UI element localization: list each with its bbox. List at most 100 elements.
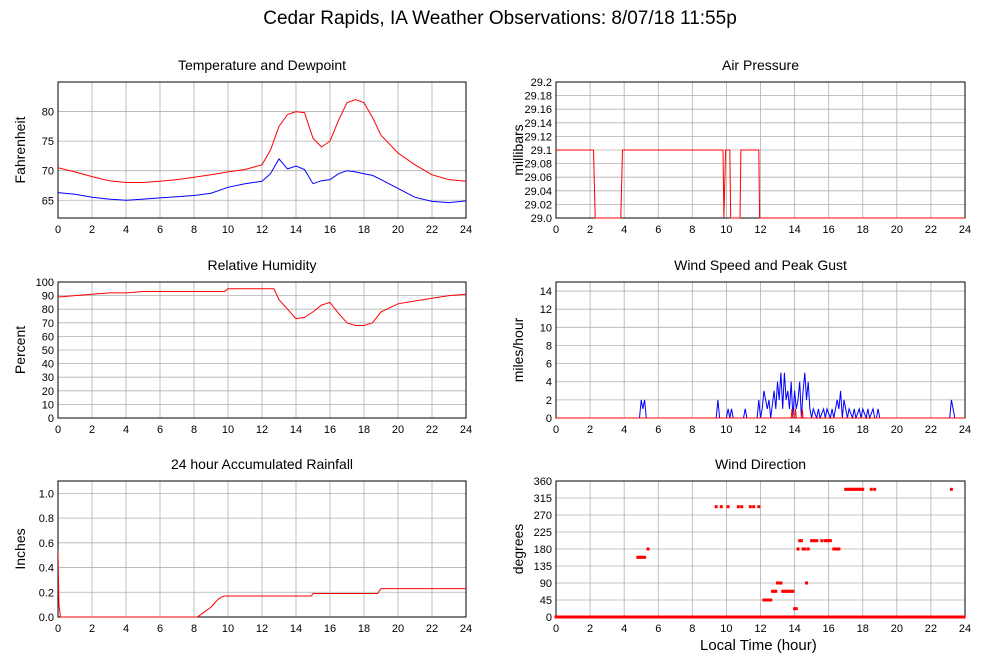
wind-direction-xtick-label: 16 <box>823 623 835 635</box>
wind-direction-point <box>857 487 861 491</box>
wind-speed-xtick-label: 24 <box>959 424 971 436</box>
wind-direction-ytick-label: 90 <box>540 578 552 590</box>
wind-direction-point <box>777 581 781 585</box>
wind-direction-point <box>844 487 848 491</box>
humidity-xtick-label: 10 <box>222 424 234 436</box>
pressure-xtick-label: 6 <box>655 224 661 236</box>
humidity-xtick-label: 14 <box>290 424 302 436</box>
wind-direction-point <box>856 487 860 491</box>
wind-direction-point <box>791 589 795 593</box>
pressure-xtick-label: 0 <box>553 224 559 236</box>
temperature-xtick-label: 4 <box>123 224 129 236</box>
wind-direction-point <box>799 539 803 543</box>
rainfall-xtick-label: 16 <box>324 623 336 635</box>
wind-direction-title: Wind Direction <box>715 456 806 472</box>
wind-direction-point <box>825 539 829 543</box>
humidity-ytick-label: 10 <box>42 399 54 411</box>
wind-direction-point <box>787 589 791 593</box>
wind-direction-xtick-label: 0 <box>553 623 559 635</box>
temperature-ytick-label: 70 <box>42 166 54 178</box>
wind-speed-xtick-label: 2 <box>587 424 593 436</box>
wind-speed-xtick-label: 18 <box>857 424 869 436</box>
wind-speed-xtick-label: 0 <box>553 424 559 436</box>
temperature-xtick-label: 22 <box>426 224 438 236</box>
wind-speed-xtick-label: 10 <box>720 424 732 436</box>
wind-direction-xtick-label: 24 <box>959 623 971 635</box>
wind-direction-point <box>832 547 836 551</box>
wind-direction-point <box>873 487 877 491</box>
wind-direction-point <box>641 555 645 559</box>
humidity-series-0 <box>58 288 466 326</box>
rainfall-ytick-label: 0.8 <box>39 513 54 525</box>
wind-direction-point <box>837 547 841 551</box>
humidity-ytick-label: 50 <box>42 345 54 357</box>
wind-direction-point <box>861 487 865 491</box>
temperature-xtick-label: 18 <box>358 224 370 236</box>
wind-direction-point <box>803 547 807 551</box>
wind-speed-ytick-label: 4 <box>546 377 552 389</box>
temperature-xtick-label: 0 <box>55 224 61 236</box>
rainfall-xtick-label: 4 <box>123 623 129 635</box>
wind-speed-ytick-label: 0 <box>546 413 552 425</box>
wind-direction-point <box>815 539 819 543</box>
wind-direction-point <box>851 487 855 491</box>
wind-direction-point <box>776 581 780 585</box>
pressure-ytick-label: 29.18 <box>524 91 552 103</box>
pressure-xtick-label: 16 <box>823 224 835 236</box>
temperature-grid <box>57 82 467 218</box>
wind-speed-ytick-label: 2 <box>546 395 552 407</box>
wind-speed-xtick-label: 16 <box>823 424 835 436</box>
pressure-title: Air Pressure <box>722 57 799 73</box>
wind-direction-point <box>769 598 773 602</box>
rainfall-xtick-label: 24 <box>460 623 472 635</box>
wind-direction-point <box>833 547 837 551</box>
pressure-ytick-label: 29.0 <box>531 213 552 225</box>
humidity-xtick-label: 6 <box>157 424 163 436</box>
humidity-ytick-label: 40 <box>42 359 54 371</box>
rainfall-xtick-label: 2 <box>89 623 95 635</box>
humidity-xtick-label: 24 <box>460 424 472 436</box>
wind-direction-point <box>813 539 817 543</box>
wind-direction-point <box>962 615 966 619</box>
wind-direction-ytick-label: 360 <box>534 476 552 488</box>
wind-direction-ylabel: degrees <box>510 524 526 575</box>
wind-direction-ytick-label: 135 <box>534 561 552 573</box>
temperature-xtick-label: 12 <box>256 224 268 236</box>
wind-direction-point <box>794 607 798 611</box>
wind-direction-point <box>810 539 814 543</box>
wind-direction-xtick-label: 10 <box>720 623 732 635</box>
wind-direction-point <box>796 547 800 551</box>
wind-direction-point <box>827 539 831 543</box>
rainfall-xtick-label: 6 <box>157 623 163 635</box>
humidity-ytick-label: 20 <box>42 386 54 398</box>
wind-direction-xtick-label: 22 <box>925 623 937 635</box>
rainfall-xtick-label: 10 <box>222 623 234 635</box>
humidity-ytick-label: 100 <box>36 277 54 289</box>
wind-speed-series-1 <box>556 408 965 419</box>
wind-direction-point <box>789 589 793 593</box>
wind-direction-xtick-label: 18 <box>857 623 869 635</box>
temperature-series-1 <box>58 158 466 204</box>
pressure-xtick-label: 12 <box>754 224 766 236</box>
wind-direction-point <box>772 589 776 593</box>
rainfall-series-0 <box>58 550 466 618</box>
temperature-ylabel: Fahrenheit <box>12 116 28 183</box>
rainfall-ytick-label: 0.0 <box>39 612 54 624</box>
rainfall-grid <box>57 481 467 618</box>
wind-direction-point <box>784 589 788 593</box>
pressure-ytick-label: 29.14 <box>524 118 552 130</box>
wind-speed-ytick-label: 6 <box>546 359 552 371</box>
wind-direction-series-0 <box>554 487 966 619</box>
wind-direction-point <box>757 505 761 509</box>
humidity-xtick-label: 2 <box>89 424 95 436</box>
humidity-xtick-label: 12 <box>256 424 268 436</box>
temperature-xtick-label: 6 <box>157 224 163 236</box>
rainfall-xtick-label: 18 <box>358 623 370 635</box>
pressure-ytick-label: 29.1 <box>531 145 552 157</box>
wind-direction-point <box>639 555 643 559</box>
